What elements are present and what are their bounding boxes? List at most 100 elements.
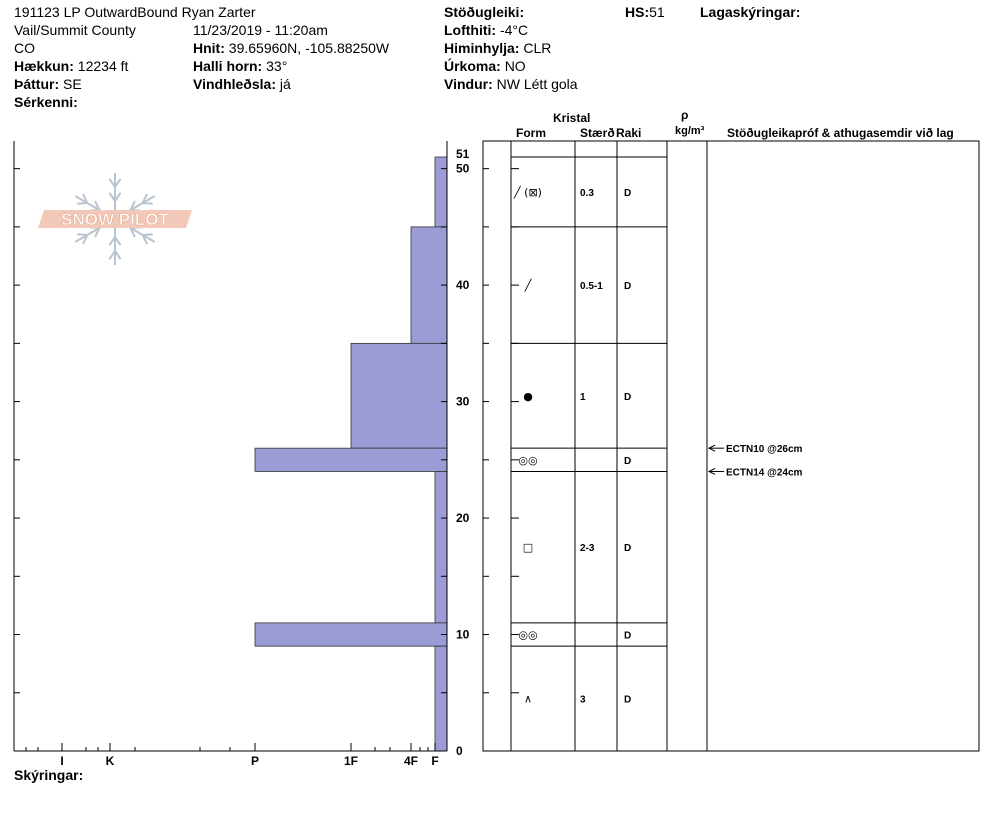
layer-form: ╱ (⊠) [513, 185, 542, 199]
aspect-value: SE [63, 76, 82, 92]
snowflake-branch [129, 200, 136, 211]
layer-size: 3 [580, 695, 586, 706]
test-arrow-head [707, 468, 716, 475]
hardness-tick-label: 1F [344, 754, 358, 768]
size-header: Stærð [580, 126, 615, 140]
wind-label: Vindur: [444, 76, 493, 92]
aspect-label: Þáttur: [14, 76, 60, 92]
hardness-bar [434, 156, 448, 228]
aspect: Þáttur: SE [14, 76, 82, 92]
slope: Halli horn: 33° [193, 58, 287, 74]
snowpilot-logo: SNOW PILOT [38, 173, 192, 265]
features-label: Sérkenni: [14, 94, 78, 110]
stability-label: Stöðugleiki: [444, 4, 525, 20]
layer-size: 1 [580, 392, 586, 403]
state: CO [14, 40, 35, 56]
wind-loading-value: já [279, 76, 291, 92]
layer-form: □ [523, 541, 533, 554]
coords-value: 39.65960N, -105.88250W [228, 40, 390, 56]
layer-size: 0.5-1 [580, 281, 603, 292]
coords-label: Hnit: [193, 40, 225, 56]
form-header: Form [516, 126, 546, 140]
snowflake-branch [114, 250, 122, 260]
test-label: ECTN10 @26cm [726, 444, 803, 455]
slope-label: Halli horn: [193, 58, 263, 74]
sky: Himinhylja: CLR [444, 40, 551, 56]
precip-value: NO [504, 58, 526, 74]
layer-moisture: D [624, 281, 631, 292]
snowflake-branch [108, 192, 116, 202]
snowflake-branch [129, 227, 136, 238]
elevation-value: 12234 ft [77, 58, 129, 74]
test-label: ECTN14 @24cm [726, 467, 803, 478]
air-temp: Lofthiti: -4°C [444, 22, 528, 38]
layer-form: ◎◎ [518, 454, 537, 467]
layer-moisture: D [624, 456, 631, 467]
wind-loading: Vindhleðsla: já [193, 76, 291, 92]
layer-form: ● [523, 390, 533, 403]
hardness-tick-label: K [106, 754, 115, 768]
profile-title: 191123 LP OutwardBound Ryan Zarter [14, 4, 256, 20]
density-unit-header: kg/m³ [675, 125, 705, 137]
snowflake-branch [114, 178, 122, 188]
layer-form: ◎◎ [518, 629, 537, 642]
sky-value: CLR [523, 40, 552, 56]
snowflake-branch [82, 234, 89, 245]
snowflake-branch [141, 193, 148, 204]
hardness-bar [434, 645, 448, 752]
snowflake-branch [77, 233, 88, 236]
notes-label: Skýringar: [14, 767, 84, 783]
depth-tick-label: 51 [456, 147, 470, 161]
depth-tick-label: 10 [456, 628, 470, 642]
snowflake-branch [82, 193, 89, 204]
layer-size: 2-3 [580, 543, 595, 554]
depth-tick-label: 40 [456, 278, 470, 292]
hardness-tick-label: I [60, 754, 63, 768]
air-temp-value: -4°C [499, 22, 529, 38]
hs-value: 51 [649, 4, 665, 20]
location: Vail/Summit County [14, 22, 136, 38]
snowflake-branch [142, 233, 153, 236]
logo-banner [38, 210, 192, 228]
layer-size: 0.3 [580, 188, 594, 199]
rho-header: ρ [681, 108, 689, 122]
layer-moisture: D [624, 543, 631, 554]
tests-header: Stöðugleikapróf & athugasemdir við lag [727, 126, 954, 140]
coordinates: Hnit: 39.65960N, -105.88250W [193, 40, 389, 56]
layer-moisture: D [624, 631, 631, 642]
logo-text: SNOW PILOT [61, 210, 169, 229]
hardness-bar [254, 447, 448, 472]
elevation-label: Hækkun: [14, 58, 74, 74]
snowflake-branch [142, 202, 153, 205]
hardness-tick-label: 4F [404, 754, 418, 768]
air-temp-label: Lofthiti: [444, 22, 497, 38]
hs: HS:51 [625, 4, 665, 20]
snowflake-branch [108, 178, 116, 188]
snowflake-branch [114, 192, 122, 202]
hardness-bar [434, 471, 448, 624]
datetime: 11/23/2019 - 11:20am [193, 22, 328, 38]
hardness-tick-label: F [431, 754, 438, 768]
wind: Vindur: NW Létt gola [444, 76, 578, 92]
wind-loading-label: Vindhleðsla: [193, 76, 276, 92]
snowflake-branch [108, 236, 116, 246]
layer-moisture: D [624, 188, 631, 199]
precip: Úrkoma: NO [444, 58, 526, 74]
layer-moisture: D [624, 695, 631, 706]
layer-form: ∧ [524, 693, 532, 706]
hardness-tick-label: P [251, 754, 259, 768]
hs-label: HS: [625, 4, 650, 20]
sky-label: Himinhylja: [444, 40, 520, 56]
test-arrow-head [707, 444, 716, 452]
snowflake-branch [114, 236, 122, 246]
snowflake-branch [94, 200, 101, 211]
snowflake-branch [141, 234, 148, 245]
depth-tick-label: 30 [456, 395, 470, 409]
snowflake-branch [94, 227, 101, 238]
layer-form: ╱ [524, 278, 533, 292]
hardness-bar [254, 622, 448, 647]
wind-value: NW Létt gola [496, 76, 578, 92]
elevation: Hækkun: 12234 ft [14, 58, 128, 74]
slope-value: 33° [266, 58, 288, 74]
